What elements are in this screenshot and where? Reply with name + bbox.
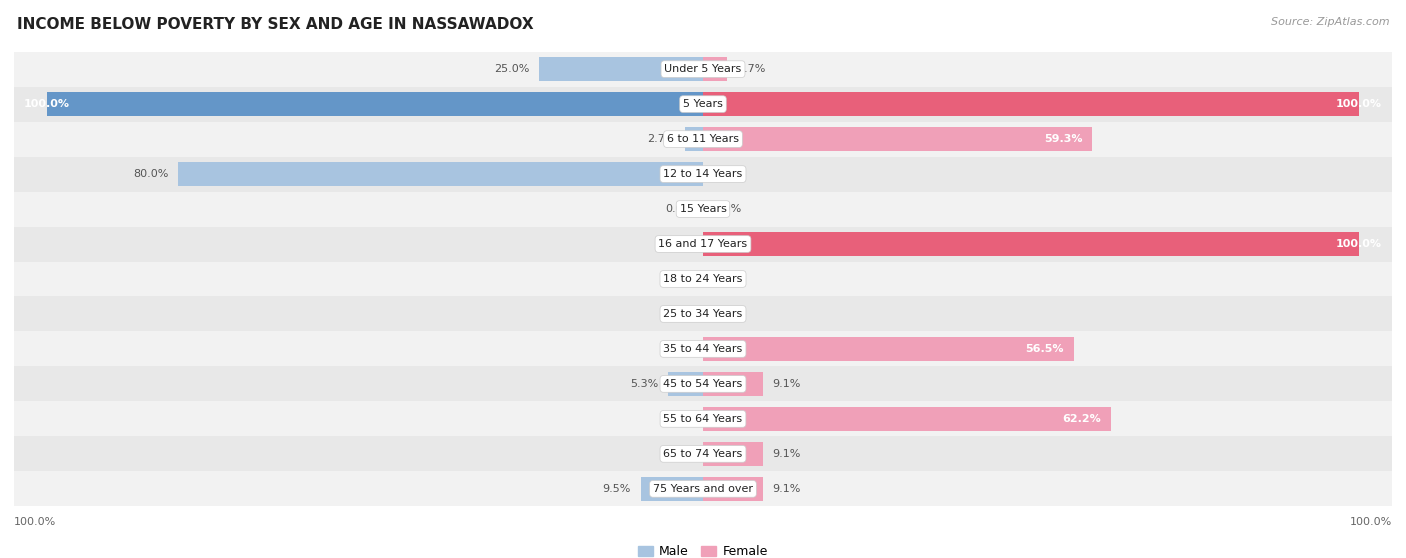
Text: 0.0%: 0.0% — [665, 449, 693, 459]
Text: 35 to 44 Years: 35 to 44 Years — [664, 344, 742, 354]
Text: 80.0%: 80.0% — [134, 169, 169, 179]
Text: 5.3%: 5.3% — [630, 379, 658, 389]
Bar — [14, 122, 1392, 157]
Bar — [703, 407, 1111, 431]
Text: 25.0%: 25.0% — [494, 64, 529, 74]
Text: 100.0%: 100.0% — [1336, 239, 1382, 249]
Text: 15 Years: 15 Years — [679, 204, 727, 214]
Text: Source: ZipAtlas.com: Source: ZipAtlas.com — [1271, 17, 1389, 27]
Bar — [703, 372, 762, 396]
Text: 0.0%: 0.0% — [665, 274, 693, 284]
Text: 0.0%: 0.0% — [713, 274, 741, 284]
Bar — [703, 337, 1074, 361]
Bar — [14, 436, 1392, 472]
Text: 0.0%: 0.0% — [713, 169, 741, 179]
Bar — [14, 262, 1392, 296]
Bar — [703, 442, 762, 466]
Text: 100.0%: 100.0% — [1350, 517, 1392, 527]
Text: 3.7%: 3.7% — [737, 64, 765, 74]
Bar — [685, 127, 703, 151]
Bar — [668, 372, 703, 396]
Bar — [14, 296, 1392, 331]
Text: 5 Years: 5 Years — [683, 99, 723, 109]
Text: 0.0%: 0.0% — [665, 414, 693, 424]
Bar — [14, 157, 1392, 191]
Text: Under 5 Years: Under 5 Years — [665, 64, 741, 74]
Text: 2.7%: 2.7% — [647, 134, 675, 144]
Bar — [14, 331, 1392, 367]
Text: 59.3%: 59.3% — [1043, 134, 1083, 144]
Text: 0.0%: 0.0% — [713, 204, 741, 214]
Text: 0.0%: 0.0% — [713, 309, 741, 319]
Bar — [14, 52, 1392, 86]
Bar — [179, 162, 703, 186]
Text: 9.1%: 9.1% — [772, 449, 801, 459]
Bar — [14, 401, 1392, 436]
Text: 0.0%: 0.0% — [665, 344, 693, 354]
Bar — [14, 227, 1392, 262]
Bar — [46, 92, 703, 116]
Text: 56.5%: 56.5% — [1025, 344, 1064, 354]
Bar — [14, 191, 1392, 227]
Text: 0.0%: 0.0% — [665, 204, 693, 214]
Bar — [14, 367, 1392, 401]
Text: INCOME BELOW POVERTY BY SEX AND AGE IN NASSAWADOX: INCOME BELOW POVERTY BY SEX AND AGE IN N… — [17, 17, 533, 32]
Text: 75 Years and over: 75 Years and over — [652, 484, 754, 494]
Text: 100.0%: 100.0% — [24, 99, 70, 109]
Text: 18 to 24 Years: 18 to 24 Years — [664, 274, 742, 284]
Text: 100.0%: 100.0% — [14, 517, 56, 527]
Text: 65 to 74 Years: 65 to 74 Years — [664, 449, 742, 459]
Text: 62.2%: 62.2% — [1063, 414, 1101, 424]
Text: 6 to 11 Years: 6 to 11 Years — [666, 134, 740, 144]
Text: 16 and 17 Years: 16 and 17 Years — [658, 239, 748, 249]
Legend: Male, Female: Male, Female — [633, 540, 773, 558]
Text: 0.0%: 0.0% — [665, 239, 693, 249]
Bar — [703, 92, 1360, 116]
Bar — [703, 57, 727, 81]
Text: 9.5%: 9.5% — [602, 484, 631, 494]
Text: 9.1%: 9.1% — [772, 484, 801, 494]
Text: 12 to 14 Years: 12 to 14 Years — [664, 169, 742, 179]
Text: 100.0%: 100.0% — [1336, 99, 1382, 109]
Bar — [703, 127, 1092, 151]
Bar — [538, 57, 703, 81]
Text: 0.0%: 0.0% — [665, 309, 693, 319]
Text: 45 to 54 Years: 45 to 54 Years — [664, 379, 742, 389]
Bar — [641, 477, 703, 501]
Bar — [703, 232, 1360, 256]
Bar — [703, 477, 762, 501]
Text: 25 to 34 Years: 25 to 34 Years — [664, 309, 742, 319]
Text: 55 to 64 Years: 55 to 64 Years — [664, 414, 742, 424]
Bar — [14, 86, 1392, 122]
Text: 9.1%: 9.1% — [772, 379, 801, 389]
Bar — [14, 472, 1392, 506]
